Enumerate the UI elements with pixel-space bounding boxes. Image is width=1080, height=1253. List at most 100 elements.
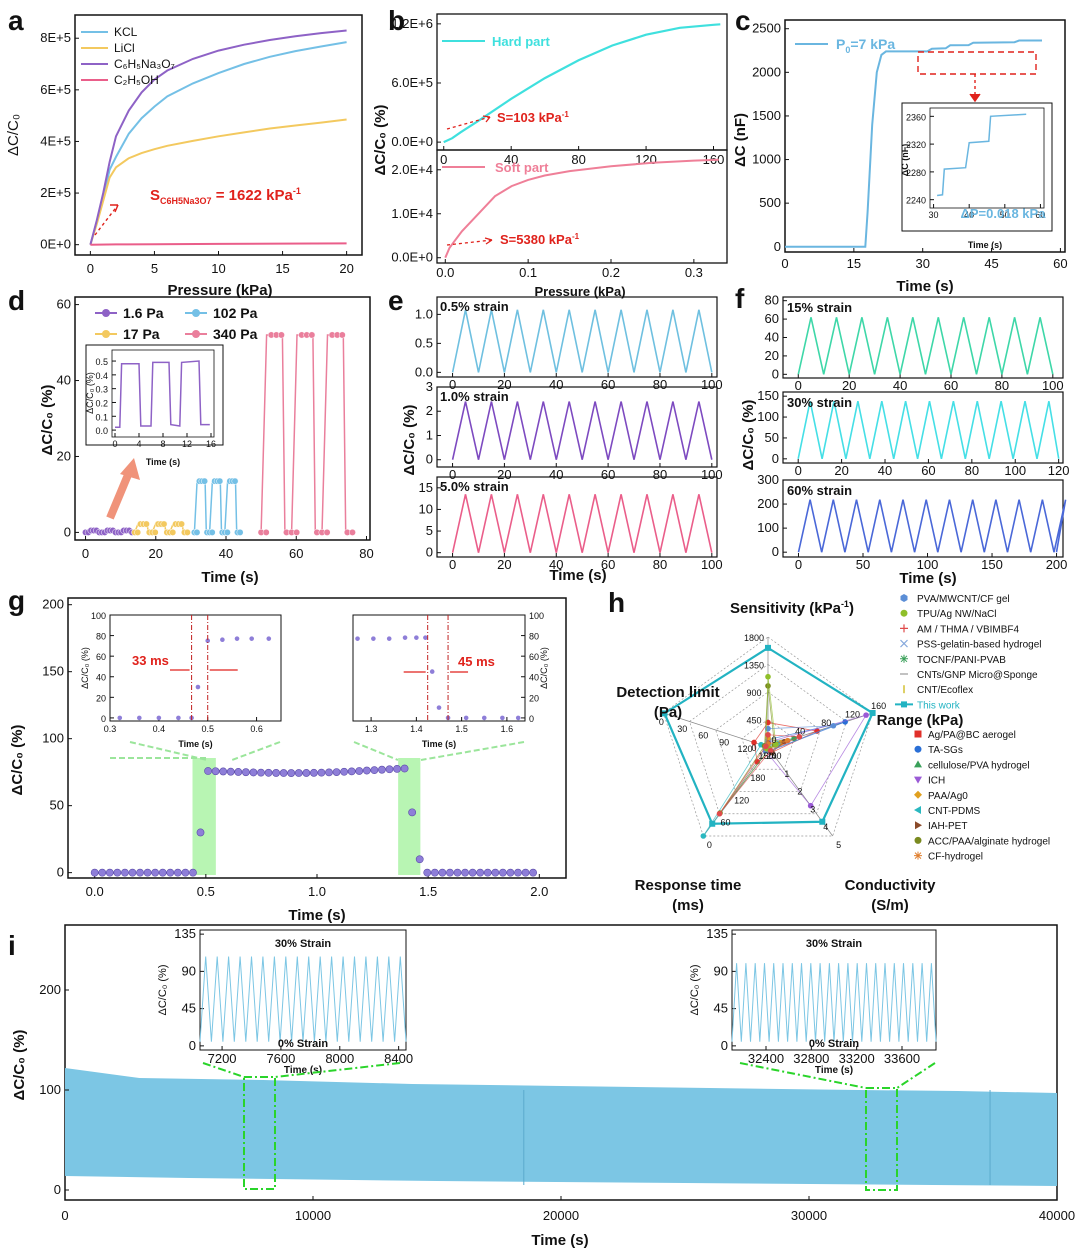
g-data-point <box>136 868 144 877</box>
y-tick-label: 135 <box>174 926 196 941</box>
d-data-point <box>169 528 177 536</box>
d-legend-label: 340 Pa <box>213 326 258 342</box>
y-tick-label: 80 <box>96 632 106 642</box>
x-tick-label: 2.0 <box>530 884 548 899</box>
i-inset-title: 30% Strain <box>806 938 863 950</box>
x-tick-label: 150 <box>981 557 1003 572</box>
d-data-point <box>223 528 231 536</box>
e-ylabel: ΔC/C₀ (%) <box>401 405 418 476</box>
x-tick-label: 15 <box>275 261 289 276</box>
y-tick-label: 100 <box>91 611 106 621</box>
g-data-point <box>385 765 394 774</box>
e-strain-trace-2 <box>451 494 713 553</box>
x-tick-label: 0.0 <box>436 265 454 280</box>
d-data-point <box>216 477 224 485</box>
x-tick-label: 1.3 <box>365 724 378 734</box>
g-data-point <box>529 868 537 877</box>
radar-other-marker <box>863 712 869 718</box>
d-data-point <box>293 528 301 536</box>
y-tick-label: 2000 <box>752 64 781 79</box>
radar-tick-label: 900 <box>746 688 761 698</box>
g-inset-point <box>463 715 469 721</box>
g-data-point <box>430 868 439 877</box>
radar-other-marker <box>700 833 707 839</box>
g-data-point <box>355 767 364 775</box>
e-strain-trace-0 <box>451 309 713 373</box>
g-data-point <box>491 868 500 877</box>
x-tick-label: 16 <box>206 439 216 449</box>
g-data-point <box>362 766 371 775</box>
c-inset-ylabel: ΔC (nF) <box>900 144 910 176</box>
panel-b: b 0.0E+06.0E+51.2E+60 40 80 120 160 0.0E+01.… <box>372 5 728 299</box>
radar-tick-label: 180 <box>750 773 765 783</box>
g-inset-point <box>176 715 181 721</box>
x-tick-label: 80 <box>653 467 667 482</box>
g-data-point <box>196 828 205 837</box>
g-inset-point <box>371 636 376 641</box>
radar-other-marker <box>773 741 779 748</box>
d-pressure-trace-2 <box>193 480 241 534</box>
e-frame-0 <box>436 296 718 378</box>
radar-this-work-marker <box>765 644 771 651</box>
x-tick-label: 20000 <box>543 1208 579 1223</box>
c-inset-line <box>937 113 1027 197</box>
x-tick-label: 0.4 <box>153 724 166 734</box>
d-inset: 0.0 0.1 0.2 0.3 0.4 0.5 0 4 8 12 16 Time (s) ΔC/C₀ (… <box>85 349 216 467</box>
y-tick-label: 100 <box>529 611 544 621</box>
h-legend-bottom-label: Ag/PA@BC aerogel <box>928 730 1016 741</box>
g-data-point <box>173 868 182 877</box>
c-ylabel: ΔC (nF) <box>732 113 749 167</box>
e-strain-label: 5.0% strain <box>440 479 509 494</box>
x-tick-label: 0 <box>440 152 447 167</box>
a-legend: KCL LiCl C₆H₅Na₃O₇ C₂H₅OH <box>81 25 175 87</box>
g-inset-point <box>117 715 123 721</box>
g-inset-xlabel: Time (s) <box>178 739 212 749</box>
y-tick-label: 20 <box>57 448 71 463</box>
g-data-point <box>113 868 122 877</box>
i-plot: 0 100 200 0 10000 20000 30000 40000 <box>39 982 1075 1223</box>
radar-other-marker <box>796 734 803 740</box>
x-tick-label: 4 <box>136 439 141 449</box>
g-data-point <box>105 868 114 877</box>
radar-tick-label: 0 <box>659 717 664 727</box>
g-data-point <box>90 868 99 877</box>
i-inset-ylabel: ΔC/C₀ (%) <box>157 964 169 1015</box>
y-tick-label: 1.0E+4 <box>391 206 433 221</box>
g-inset-point <box>220 637 225 642</box>
i-inset-xlabel: Time (s) <box>284 1065 322 1076</box>
x-tick-label: 0 <box>449 467 456 482</box>
y-tick-label: 0 <box>64 524 71 539</box>
g-inset-ylabel: ΔC/C₀ (%) <box>539 647 549 689</box>
series-line-c6h5na3o7 <box>89 29 347 245</box>
g-annot-left: 33 ms <box>132 653 169 668</box>
radar-tick-label: 80 <box>821 718 831 728</box>
radar-other-marker <box>716 810 723 817</box>
x-tick-label: 40 <box>504 152 518 167</box>
f-strain-label: 60% strain <box>787 483 852 498</box>
y-tick-label: 4E+5 <box>40 133 71 148</box>
y-tick-label: 40 <box>96 673 106 683</box>
d-zoom-arrow-shaft <box>106 468 134 520</box>
x-tick-label: 50 <box>856 557 870 572</box>
g-data-point <box>400 764 409 773</box>
b-soft-annotation-dash <box>446 239 493 246</box>
a-legend-licl: LiCl <box>114 41 135 55</box>
x-tick-label: 0.0 <box>86 884 104 899</box>
y-tick-label: 0.2 <box>95 398 108 408</box>
g-data-point <box>521 868 530 877</box>
y-tick-label: 2320 <box>906 140 926 150</box>
c-zoom-arrow <box>969 93 981 103</box>
h-legend-bottom: Ag/PA@BC aerogel TA-SGs cellulose/PVA hydr… <box>914 730 1050 863</box>
x-tick-label: 8400 <box>384 1051 413 1066</box>
legend-marker <box>900 639 908 648</box>
x-tick-label: 7600 <box>266 1051 295 1066</box>
radar-tick-label: 0 <box>707 840 712 850</box>
d-xlabel: Time (s) <box>201 569 258 586</box>
i-inset-left: 0 45 90 135 7200 7600 8000 8400 30% Strain 0% Str… <box>157 926 413 1076</box>
g-zoom-lines-left <box>110 741 281 761</box>
b-xlabel: Pressure (kPa) <box>534 284 625 299</box>
x-tick-label: 10000 <box>295 1208 331 1223</box>
x-tick-label: 8000 <box>325 1051 354 1066</box>
g-xlabel: Time (s) <box>288 907 345 924</box>
panel-letter-e: e <box>388 285 404 316</box>
